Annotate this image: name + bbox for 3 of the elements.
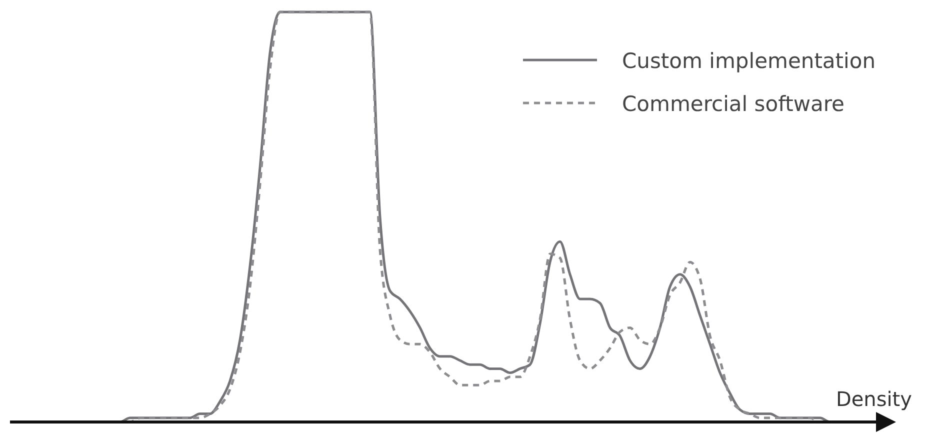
legend-label: Custom implementation bbox=[622, 49, 876, 73]
x-axis-title: Density bbox=[836, 387, 912, 411]
legend-label: Commercial software bbox=[622, 92, 844, 116]
